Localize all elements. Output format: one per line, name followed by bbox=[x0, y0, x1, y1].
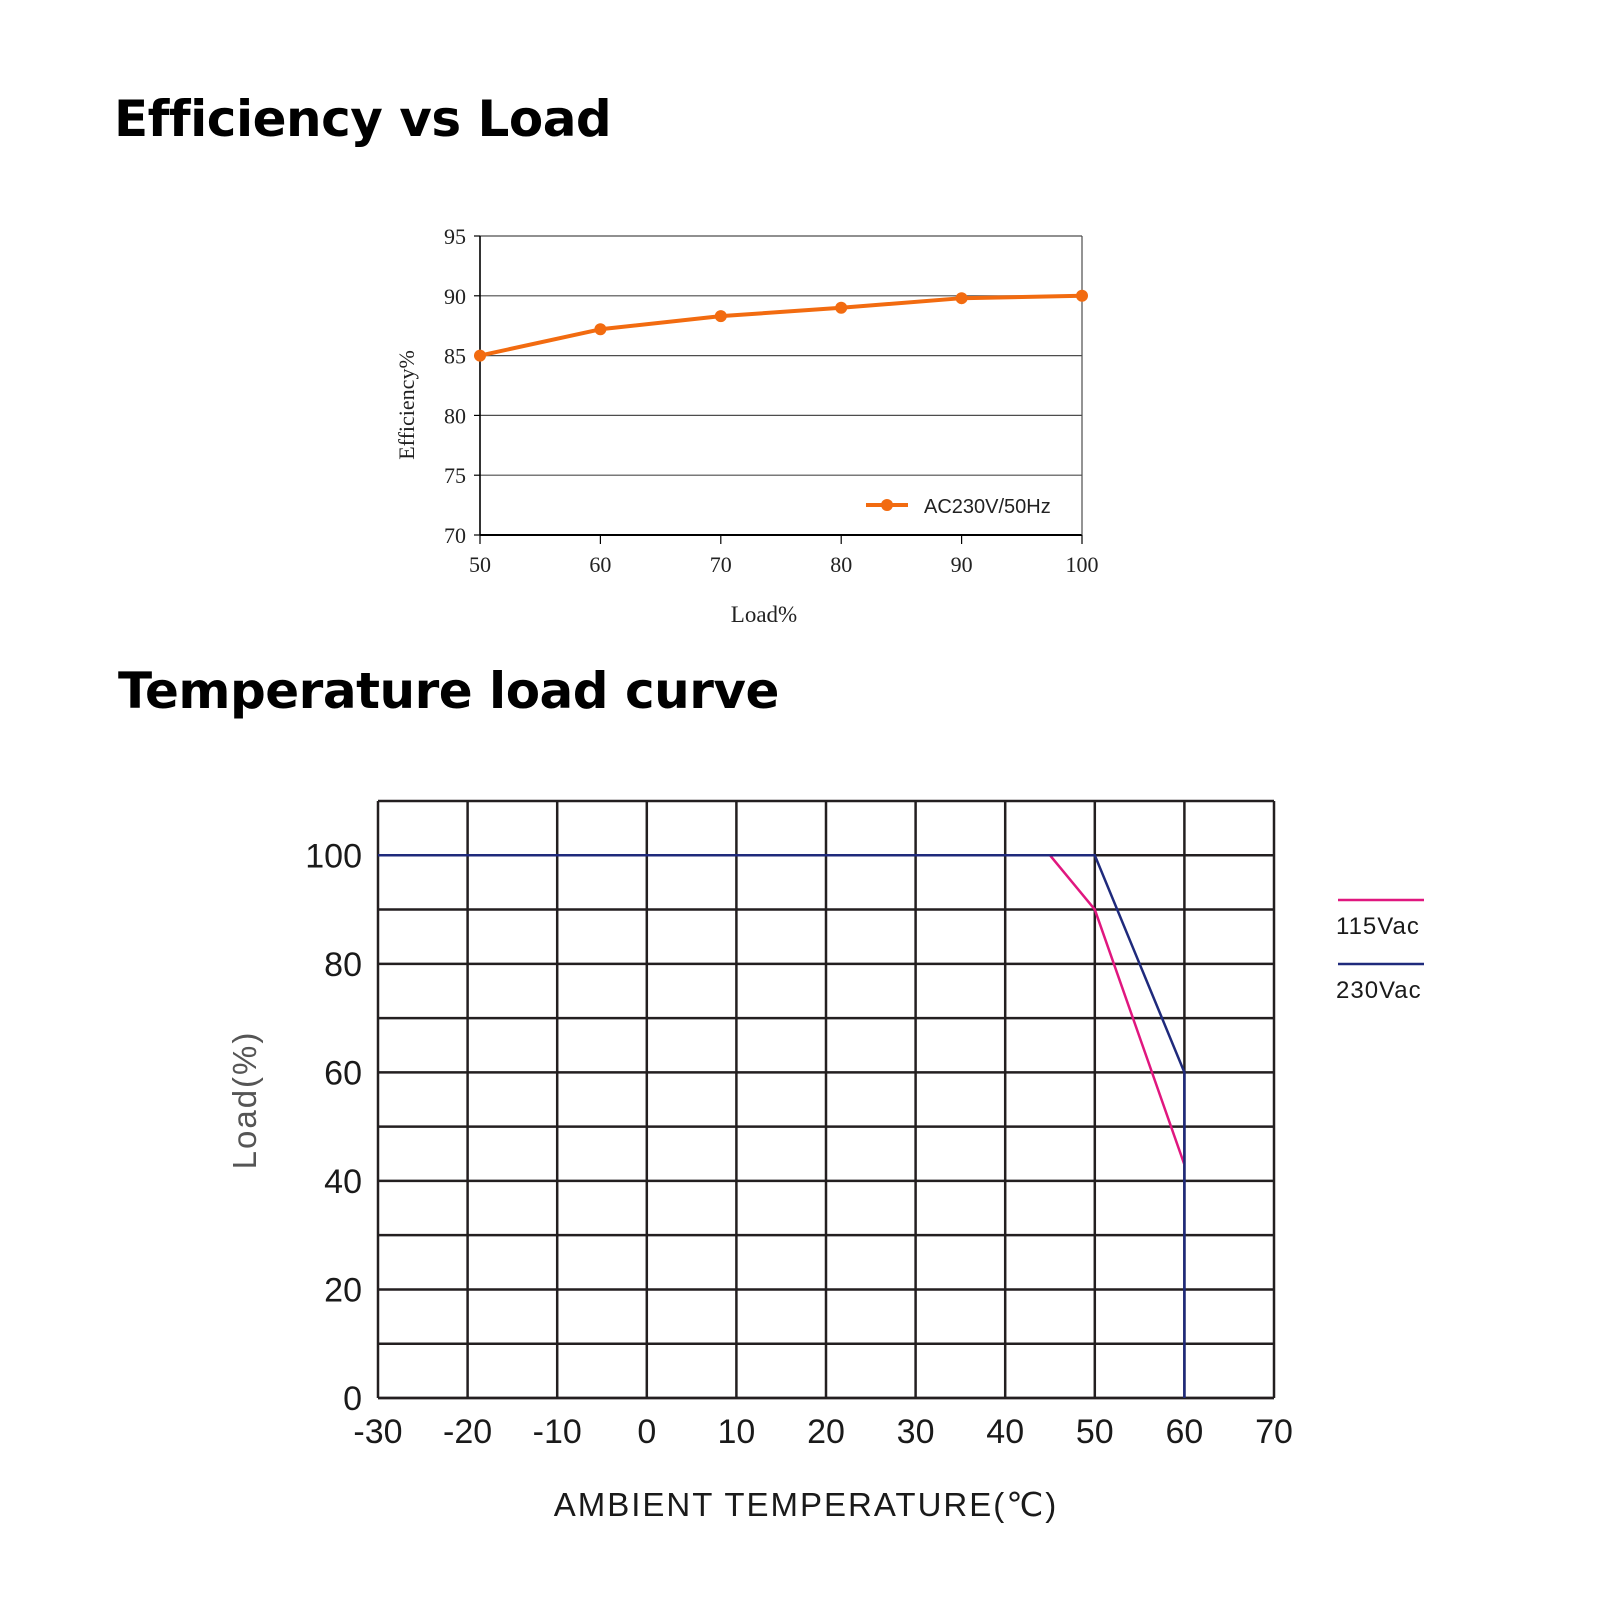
y-tick-label: 100 bbox=[305, 837, 362, 875]
temperature-title: Temperature load curve bbox=[118, 662, 779, 720]
x-tick-label: 100 bbox=[1066, 552, 1099, 577]
y-tick-label: 70 bbox=[444, 523, 466, 548]
series-line-ac230v bbox=[479, 293, 1083, 358]
x-tick-label: 80 bbox=[830, 552, 852, 577]
y-tick-label: 80 bbox=[324, 946, 362, 984]
data-point bbox=[955, 292, 968, 305]
y-tick-label: 90 bbox=[444, 284, 466, 309]
y-tick-label: 20 bbox=[324, 1271, 362, 1309]
y-tick-label: 80 bbox=[444, 403, 466, 428]
efficiency-title: Efficiency vs Load bbox=[114, 90, 612, 148]
y-axis-label: Load(%) bbox=[226, 1031, 263, 1170]
y-tick-label: 95 bbox=[444, 224, 466, 249]
x-tick-label: -10 bbox=[533, 1413, 582, 1451]
data-point bbox=[835, 301, 848, 314]
x-tick-label: 10 bbox=[717, 1413, 755, 1451]
data-point bbox=[474, 349, 486, 362]
x-tick-label: -20 bbox=[443, 1413, 492, 1451]
x-tick-label: 70 bbox=[1255, 1413, 1293, 1451]
x-axis-label: AMBIENT TEMPERATURE(℃) bbox=[554, 1486, 1059, 1523]
x-tick-label: -30 bbox=[353, 1413, 402, 1451]
y-tick-label: 85 bbox=[444, 344, 466, 369]
x-tick-label: 40 bbox=[986, 1413, 1024, 1451]
series-line-115vac bbox=[378, 854, 1186, 1166]
legend-label: AC230V/50Hz bbox=[924, 496, 1051, 518]
x-tick-label: 20 bbox=[807, 1413, 845, 1451]
x-tick-label: 0 bbox=[637, 1413, 656, 1451]
legend-label: 230Vac bbox=[1336, 977, 1422, 1004]
y-tick-label: 75 bbox=[444, 463, 466, 488]
data-point bbox=[594, 323, 607, 336]
y-axis-label: Efficiency% bbox=[394, 350, 419, 460]
data-point bbox=[1076, 289, 1088, 302]
x-tick-label: 50 bbox=[1076, 1413, 1114, 1451]
x-tick-label: 70 bbox=[710, 552, 732, 577]
y-tick-label: 60 bbox=[324, 1054, 362, 1092]
x-tick-label: 60 bbox=[589, 552, 611, 577]
y-tick-label: 40 bbox=[324, 1163, 362, 1201]
x-tick-label: 50 bbox=[469, 552, 491, 577]
data-point bbox=[714, 310, 727, 323]
x-tick-label: 60 bbox=[1165, 1413, 1203, 1451]
y-tick-label: 0 bbox=[343, 1380, 362, 1418]
x-axis-label: Load% bbox=[731, 602, 797, 627]
legend-label: 115Vac bbox=[1336, 913, 1420, 940]
series-line-230vac bbox=[378, 854, 1186, 1398]
x-tick-label: 90 bbox=[951, 552, 973, 577]
x-tick-label: 30 bbox=[897, 1413, 935, 1451]
legend-marker bbox=[881, 499, 893, 511]
